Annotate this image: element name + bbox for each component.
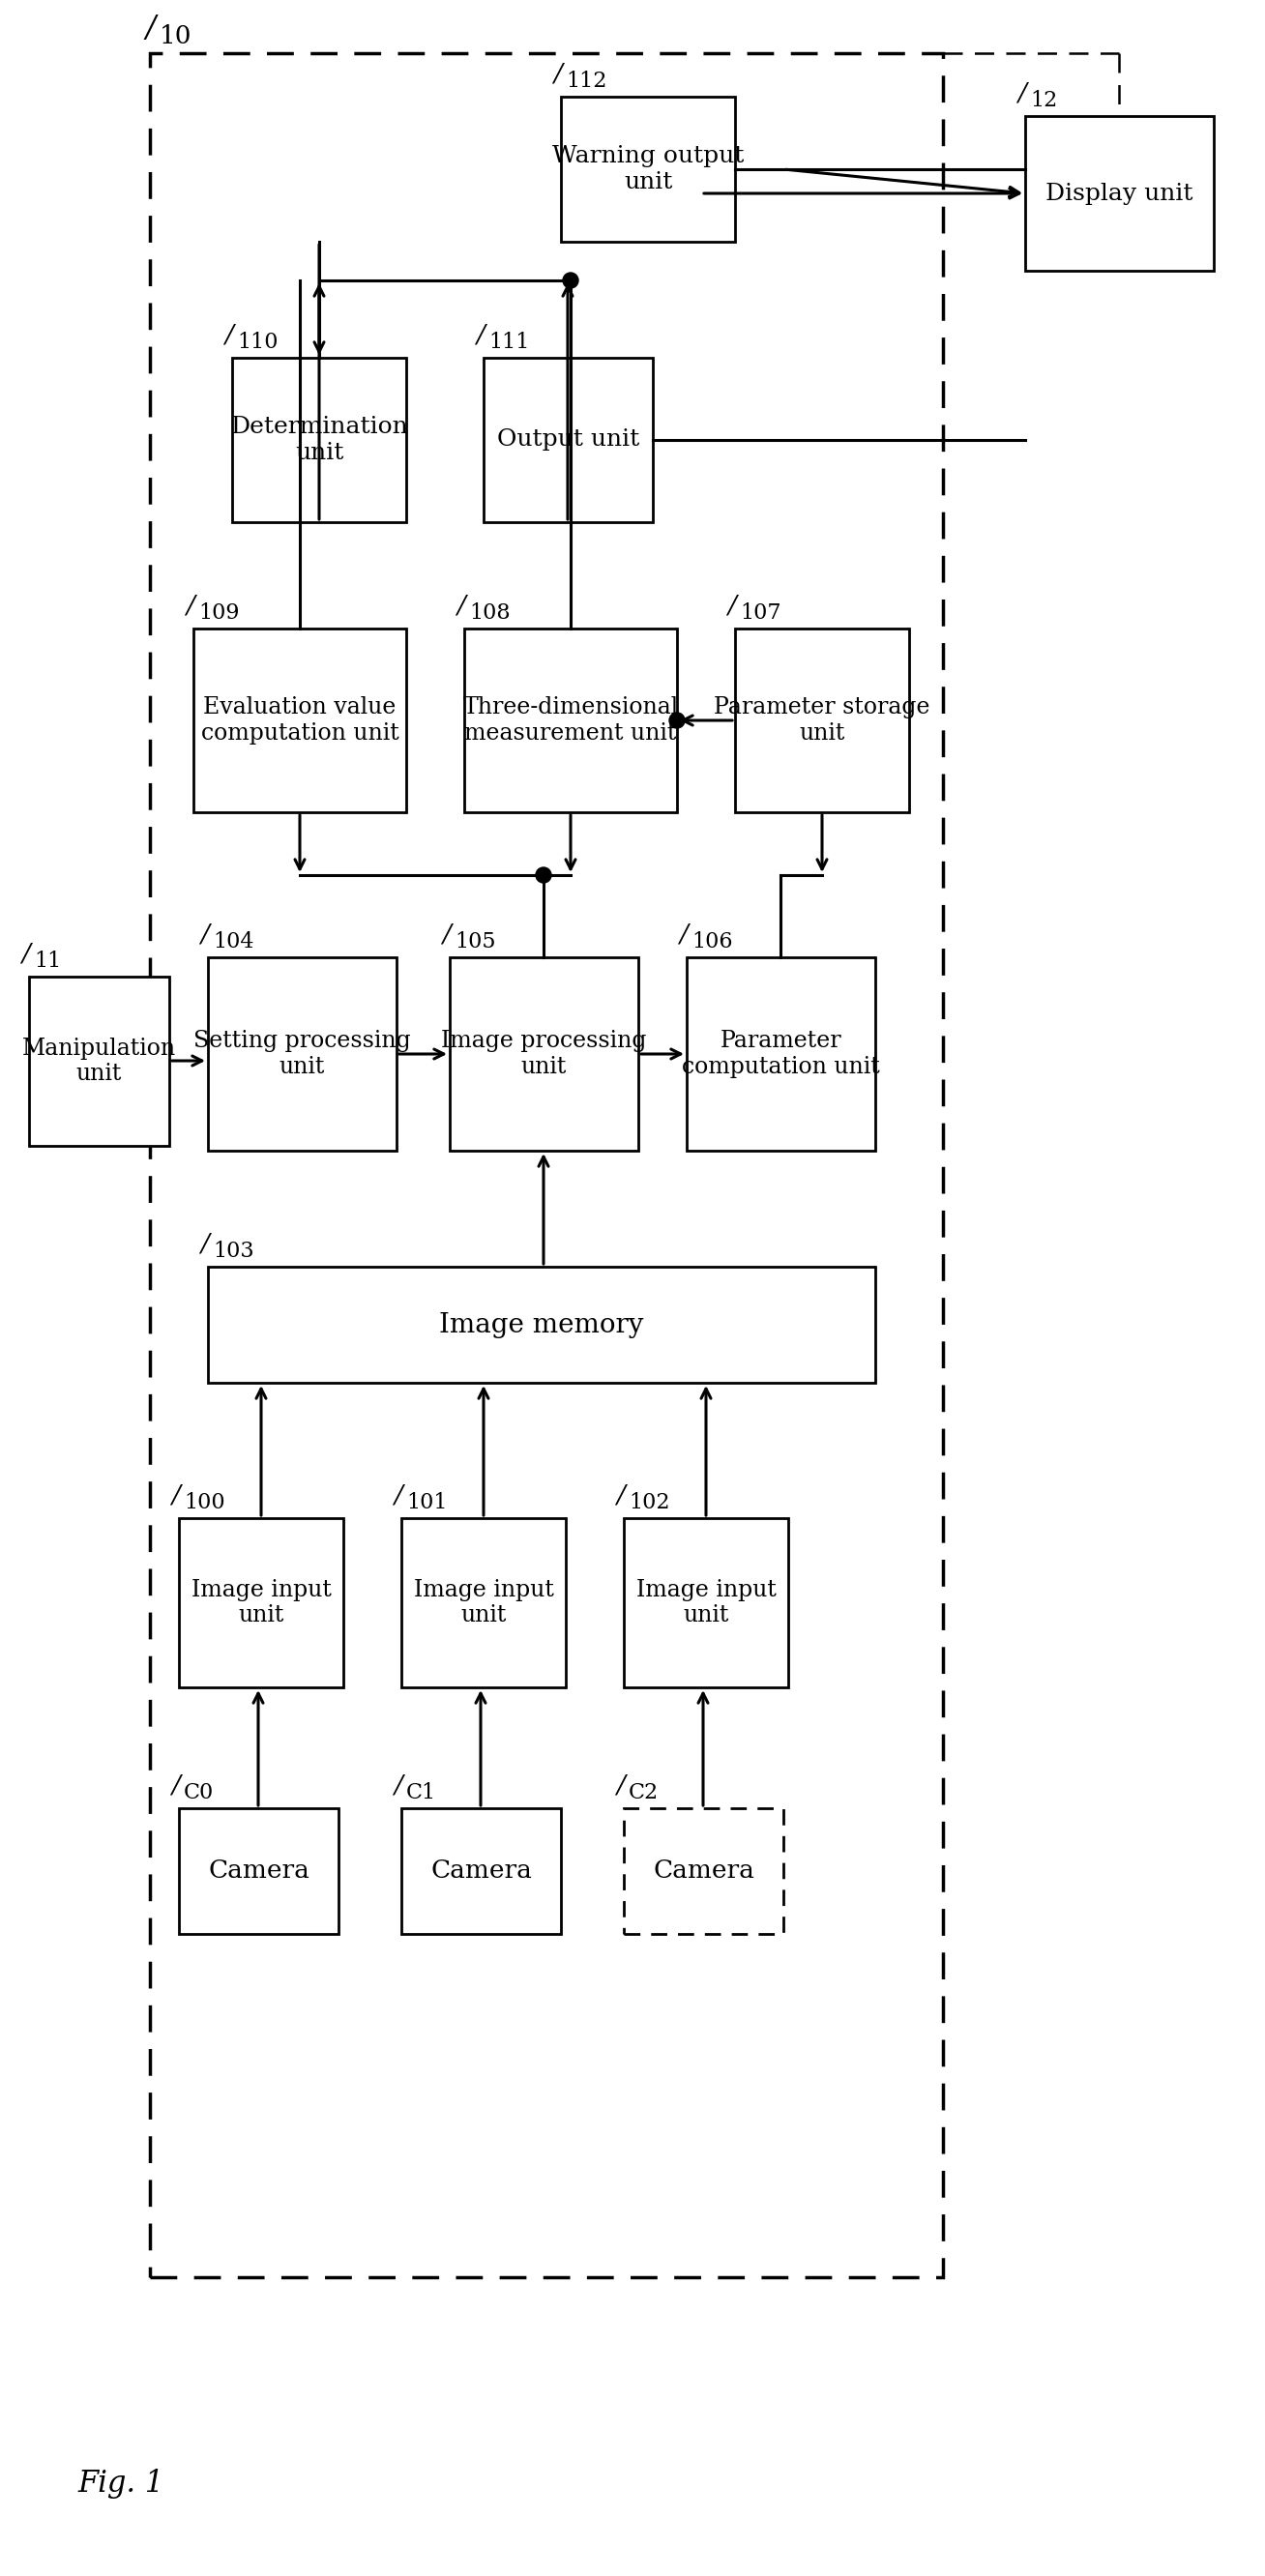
Bar [178,1517,343,1687]
Text: 112: 112 [565,70,607,93]
Text: Camera: Camera [430,1860,531,1883]
Text: Three-dimensional
measurement unit: Three-dimensional measurement unit [463,696,678,744]
Text: 110: 110 [237,332,278,353]
Bar [231,358,406,523]
Text: 109: 109 [199,603,239,623]
Bar [207,1267,875,1383]
Text: C0: C0 [183,1783,214,1803]
Text: /: / [186,592,195,616]
Text: /: / [22,940,30,966]
Text: Parameter
computation unit: Parameter computation unit [682,1030,880,1077]
Text: Camera: Camera [653,1860,754,1883]
Text: Image input
unit: Image input unit [191,1579,331,1625]
Circle shape [563,273,578,289]
Text: Display unit: Display unit [1046,183,1193,204]
Bar [450,958,639,1151]
Bar [624,1808,783,1935]
Text: Parameter storage
unit: Parameter storage unit [713,696,930,744]
Text: 111: 111 [488,332,529,353]
Text: C1: C1 [406,1783,436,1803]
Circle shape [536,868,552,884]
Text: /: / [171,1481,180,1507]
Text: Camera: Camera [207,1860,310,1883]
Text: /: / [1017,80,1026,106]
Text: C2: C2 [629,1783,659,1803]
Bar [1025,116,1213,270]
Text: 103: 103 [213,1242,254,1262]
Bar [735,629,910,811]
Text: 105: 105 [454,930,496,953]
Text: /: / [224,322,233,345]
Text: /: / [171,1772,180,1795]
Text: /: / [441,922,450,945]
Text: /: / [727,592,736,616]
Text: 107: 107 [740,603,781,623]
Text: /: / [616,1481,625,1507]
Text: /: / [393,1772,402,1795]
Text: 100: 100 [183,1492,225,1512]
Bar [178,1808,339,1935]
Text: 106: 106 [692,930,732,953]
Text: 101: 101 [406,1492,448,1512]
Bar [207,958,396,1151]
Text: /: / [200,1231,209,1255]
Text: /: / [553,62,562,85]
Text: Setting processing
unit: Setting processing unit [194,1030,411,1077]
Text: Fig. 1: Fig. 1 [77,2468,163,2499]
Text: Manipulation
unit: Manipulation unit [23,1038,176,1084]
Bar [464,629,677,811]
Text: /: / [457,592,466,616]
Text: /: / [145,13,156,44]
Text: /: / [679,922,687,945]
Text: /: / [476,322,484,345]
Text: Determination
unit: Determination unit [230,415,409,464]
Text: 12: 12 [1030,90,1058,111]
Text: 10: 10 [159,23,192,49]
Bar [483,358,653,523]
Bar [401,1517,565,1687]
Text: 102: 102 [629,1492,669,1512]
Bar [401,1808,560,1935]
Text: Output unit: Output unit [497,428,639,451]
Circle shape [669,714,684,729]
Bar [624,1517,788,1687]
Text: 108: 108 [469,603,510,623]
Text: /: / [200,922,209,945]
Bar [151,54,942,2277]
Text: Image memory: Image memory [439,1311,644,1337]
Text: 104: 104 [213,930,254,953]
Text: Image input
unit: Image input unit [414,1579,554,1625]
Text: Image input
unit: Image input unit [636,1579,775,1625]
Text: /: / [393,1481,402,1507]
Bar [687,958,875,1151]
Text: Warning output
unit: Warning output unit [552,144,744,193]
Text: Image processing
unit: Image processing unit [441,1030,646,1077]
Text: 11: 11 [34,951,61,971]
Bar [194,629,406,811]
Bar [560,98,735,242]
Text: /: / [616,1772,625,1795]
Bar [29,976,170,1146]
Text: Evaluation value
computation unit: Evaluation value computation unit [201,696,398,744]
